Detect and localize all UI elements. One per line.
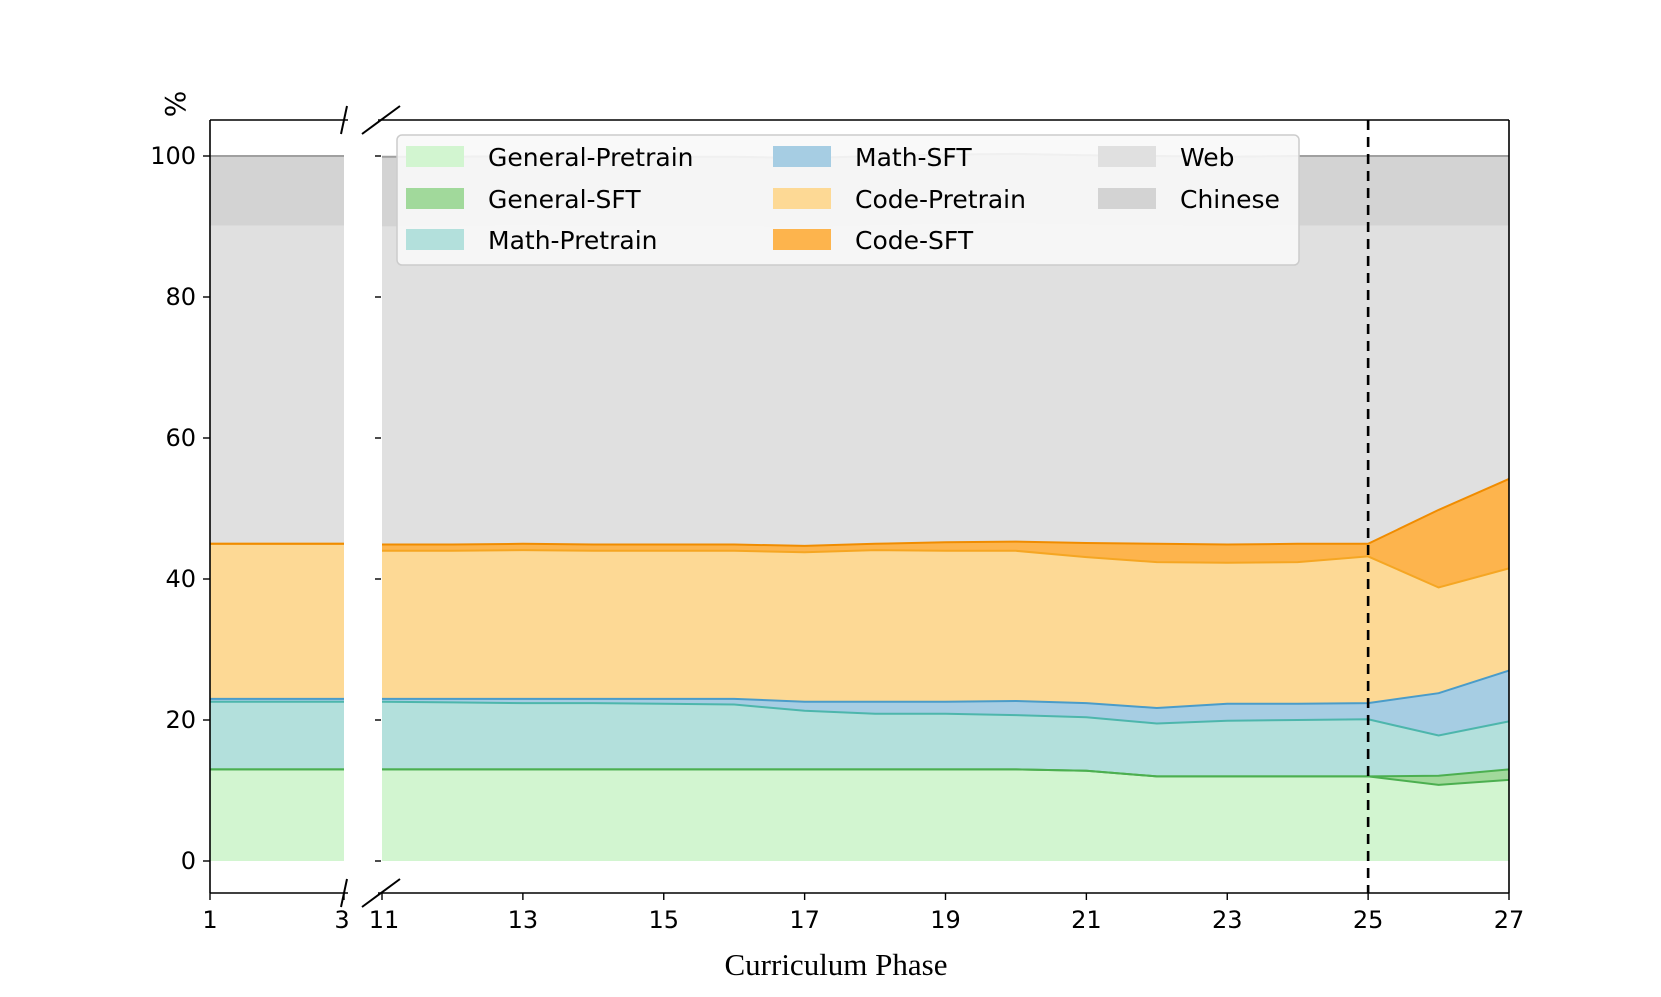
- axis-break-mark: [340, 105, 348, 135]
- area-chinese-seg1: [210, 156, 344, 227]
- legend-label-math-pretrain: Math-Pretrain: [488, 226, 658, 255]
- area-general-pretrain-seg1: [210, 769, 344, 861]
- area-general-pretrain-seg2: [382, 769, 1509, 861]
- edge-general-sft-seg2: [382, 768, 1510, 778]
- area-code-pretrain-seg2: [382, 550, 1509, 708]
- legend-label-general-pretrain: General-Pretrain: [488, 143, 693, 172]
- area-math-pretrain-seg1: [210, 701, 344, 770]
- y-tick-label: 60: [165, 424, 196, 452]
- x-tick-label: 1: [202, 906, 217, 934]
- legend-swatch-general-pretrain: [406, 146, 464, 167]
- edge-math-sft-seg2: [382, 669, 1510, 710]
- legend-label-math-sft: Math-SFT: [855, 143, 972, 172]
- y-tick-label: 20: [165, 706, 196, 734]
- y-tick-label: 100: [150, 142, 196, 170]
- area-web-seg1: [210, 226, 344, 544]
- area-code-pretrain-seg1: [210, 543, 344, 699]
- legend-label-web: Web: [1180, 143, 1235, 172]
- area-code-sft-seg2: [382, 478, 1509, 588]
- x-tick-label: 13: [508, 906, 539, 934]
- edge-code-sft-seg2: [382, 477, 1510, 547]
- legend-swatch-code-sft: [773, 229, 831, 250]
- legend-swatch-math-pretrain: [406, 229, 464, 250]
- x-tick-label: 19: [930, 906, 961, 934]
- x-tick-label: 25: [1353, 906, 1384, 934]
- x-tick-label: 27: [1494, 906, 1525, 934]
- area-math-pretrain-seg2: [382, 701, 1509, 777]
- area-web-seg2: [382, 224, 1509, 546]
- x-tick-label: 15: [648, 906, 679, 934]
- y-tick-label: 0: [181, 847, 196, 875]
- legend-swatch-chinese: [1098, 188, 1156, 209]
- legend-label-code-pretrain: Code-Pretrain: [855, 185, 1026, 214]
- edge-code-pretrain-seg2: [382, 549, 1510, 589]
- legend-swatch-code-pretrain: [773, 188, 831, 209]
- y-tick-label: 80: [165, 283, 196, 311]
- x-tick-label: 3: [334, 906, 349, 934]
- legend-label-general-sft: General-SFT: [488, 185, 641, 214]
- legend-swatch-general-sft: [406, 188, 464, 209]
- x-tick-label: 21: [1071, 906, 1102, 934]
- legend: General-Pretrain General-SFT Math-Pretrain…: [396, 134, 1300, 266]
- axis-break-mark: [361, 878, 401, 908]
- x-tick-label: 17: [789, 906, 820, 934]
- x-tick-label: 11: [369, 906, 400, 934]
- x-tick-label: 23: [1212, 906, 1243, 934]
- x-axis-label: Curriculum Phase: [725, 947, 948, 982]
- legend-swatch-math-sft: [773, 146, 831, 167]
- legend-box: [396, 134, 1300, 266]
- area-math-sft-seg2: [382, 670, 1509, 736]
- legend-label-code-sft: Code-SFT: [855, 226, 974, 255]
- legend-label-chinese: Chinese: [1180, 185, 1280, 214]
- axis-break-mark: [361, 105, 401, 135]
- edge-math-pretrain-seg2: [381, 700, 1510, 737]
- y-axis-label: %: [159, 91, 192, 118]
- y-tick-label: 40: [165, 565, 196, 593]
- legend-swatch-web: [1098, 146, 1156, 167]
